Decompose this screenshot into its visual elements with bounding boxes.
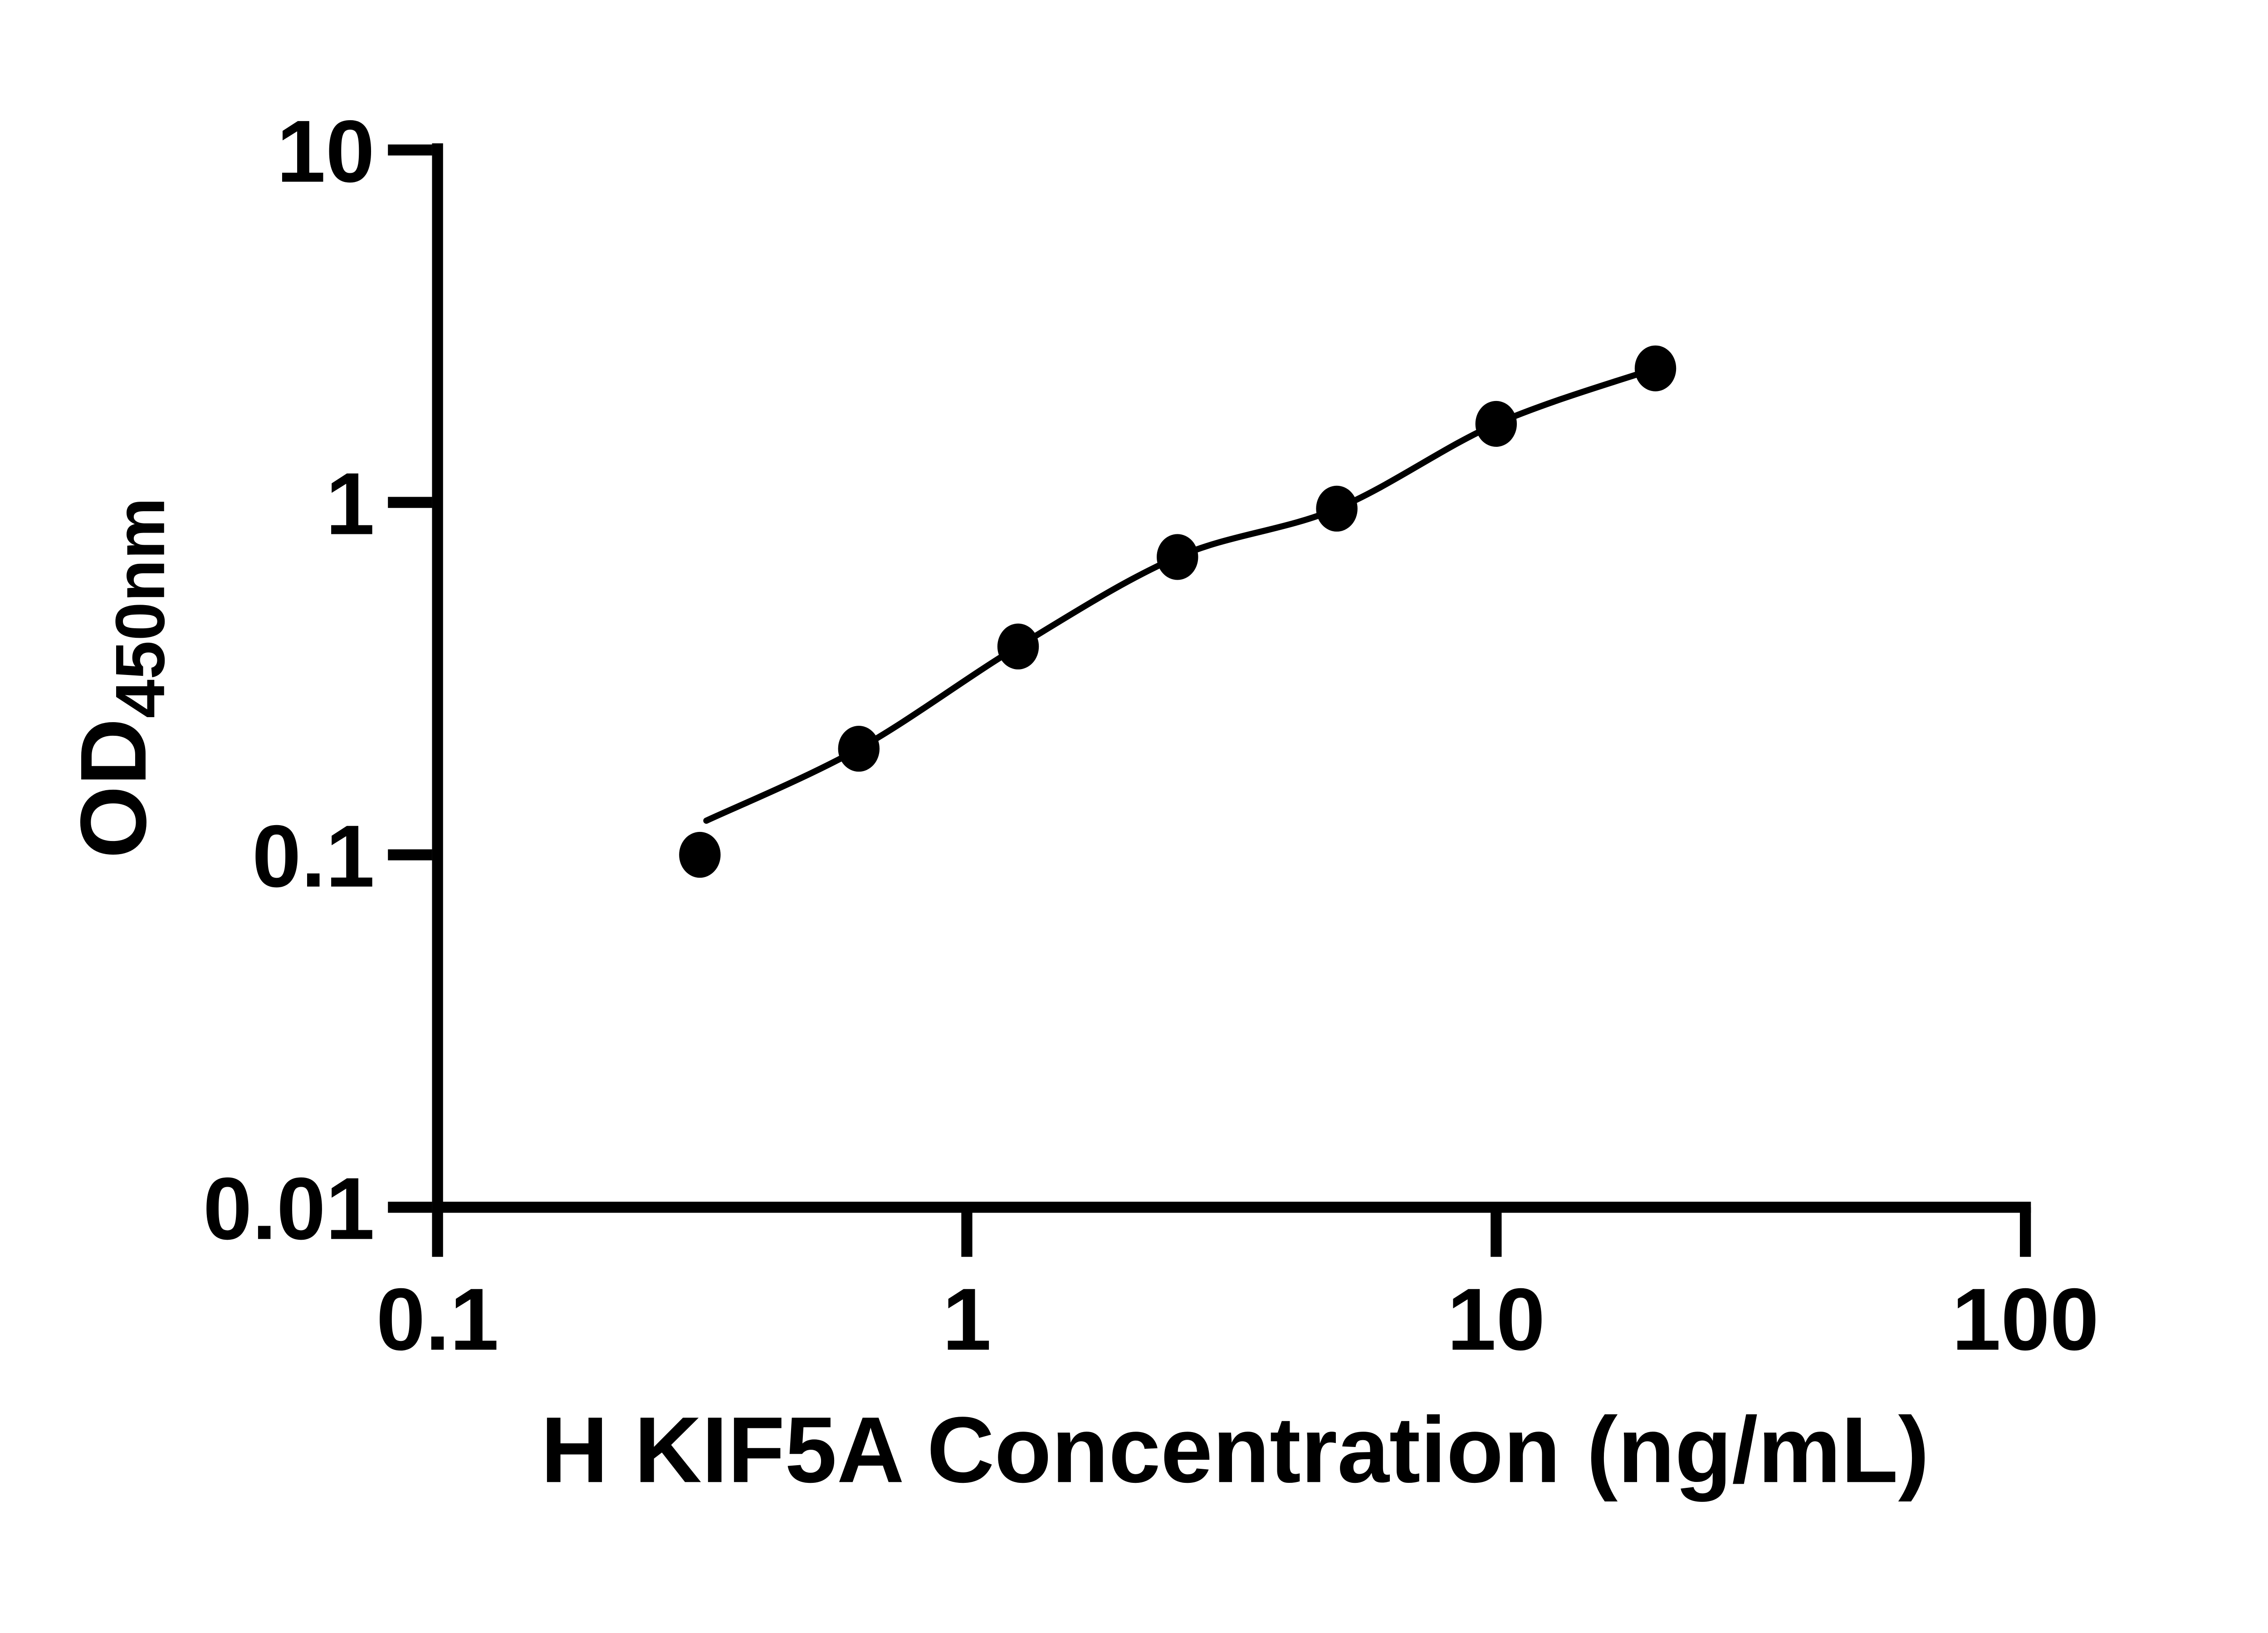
data-point-marker bbox=[1157, 534, 1198, 580]
x-axis: 0.1 1 10 100 bbox=[376, 1202, 2099, 1369]
x-ticks bbox=[432, 1207, 2031, 1257]
y-ticks bbox=[388, 144, 432, 1213]
y-axis-title: OD450nm bbox=[61, 498, 179, 859]
data-point-marker bbox=[679, 831, 721, 878]
y-tick-label: 1 bbox=[326, 455, 375, 553]
data-points bbox=[679, 345, 1677, 878]
x-tick-label: 1 bbox=[942, 1270, 991, 1369]
data-point-marker bbox=[838, 726, 880, 772]
y-axis: 10 1 0.1 0.01 bbox=[203, 103, 443, 1258]
x-axis-title: H KIF5A Concentration (ng/mL) bbox=[541, 1397, 1929, 1502]
y-tick-label: 0.1 bbox=[252, 807, 375, 905]
data-point-marker bbox=[1634, 345, 1677, 391]
x-tick-labels: 0.1 1 10 100 bbox=[376, 1270, 2099, 1369]
elisa-standard-curve-figure: 10 1 0.1 0.01 0.1 1 10 100 H KIF5A Concentrati… bbox=[60, 102, 2099, 1502]
y-tick-label: 10 bbox=[277, 103, 375, 201]
data-point-marker bbox=[997, 623, 1039, 670]
x-tick-label: 100 bbox=[1952, 1270, 2099, 1369]
y-tick-label: 0.01 bbox=[203, 1159, 375, 1258]
y-tick-labels: 10 1 0.1 0.01 bbox=[203, 103, 375, 1258]
y-axis-title-subscript: 450nm bbox=[101, 498, 179, 719]
y-axis-title-main: OD bbox=[61, 718, 166, 858]
x-tick-label: 0.1 bbox=[376, 1270, 499, 1369]
data-point-marker bbox=[1316, 485, 1358, 532]
x-tick-label: 10 bbox=[1447, 1270, 1545, 1369]
data-point-marker bbox=[1475, 401, 1517, 447]
